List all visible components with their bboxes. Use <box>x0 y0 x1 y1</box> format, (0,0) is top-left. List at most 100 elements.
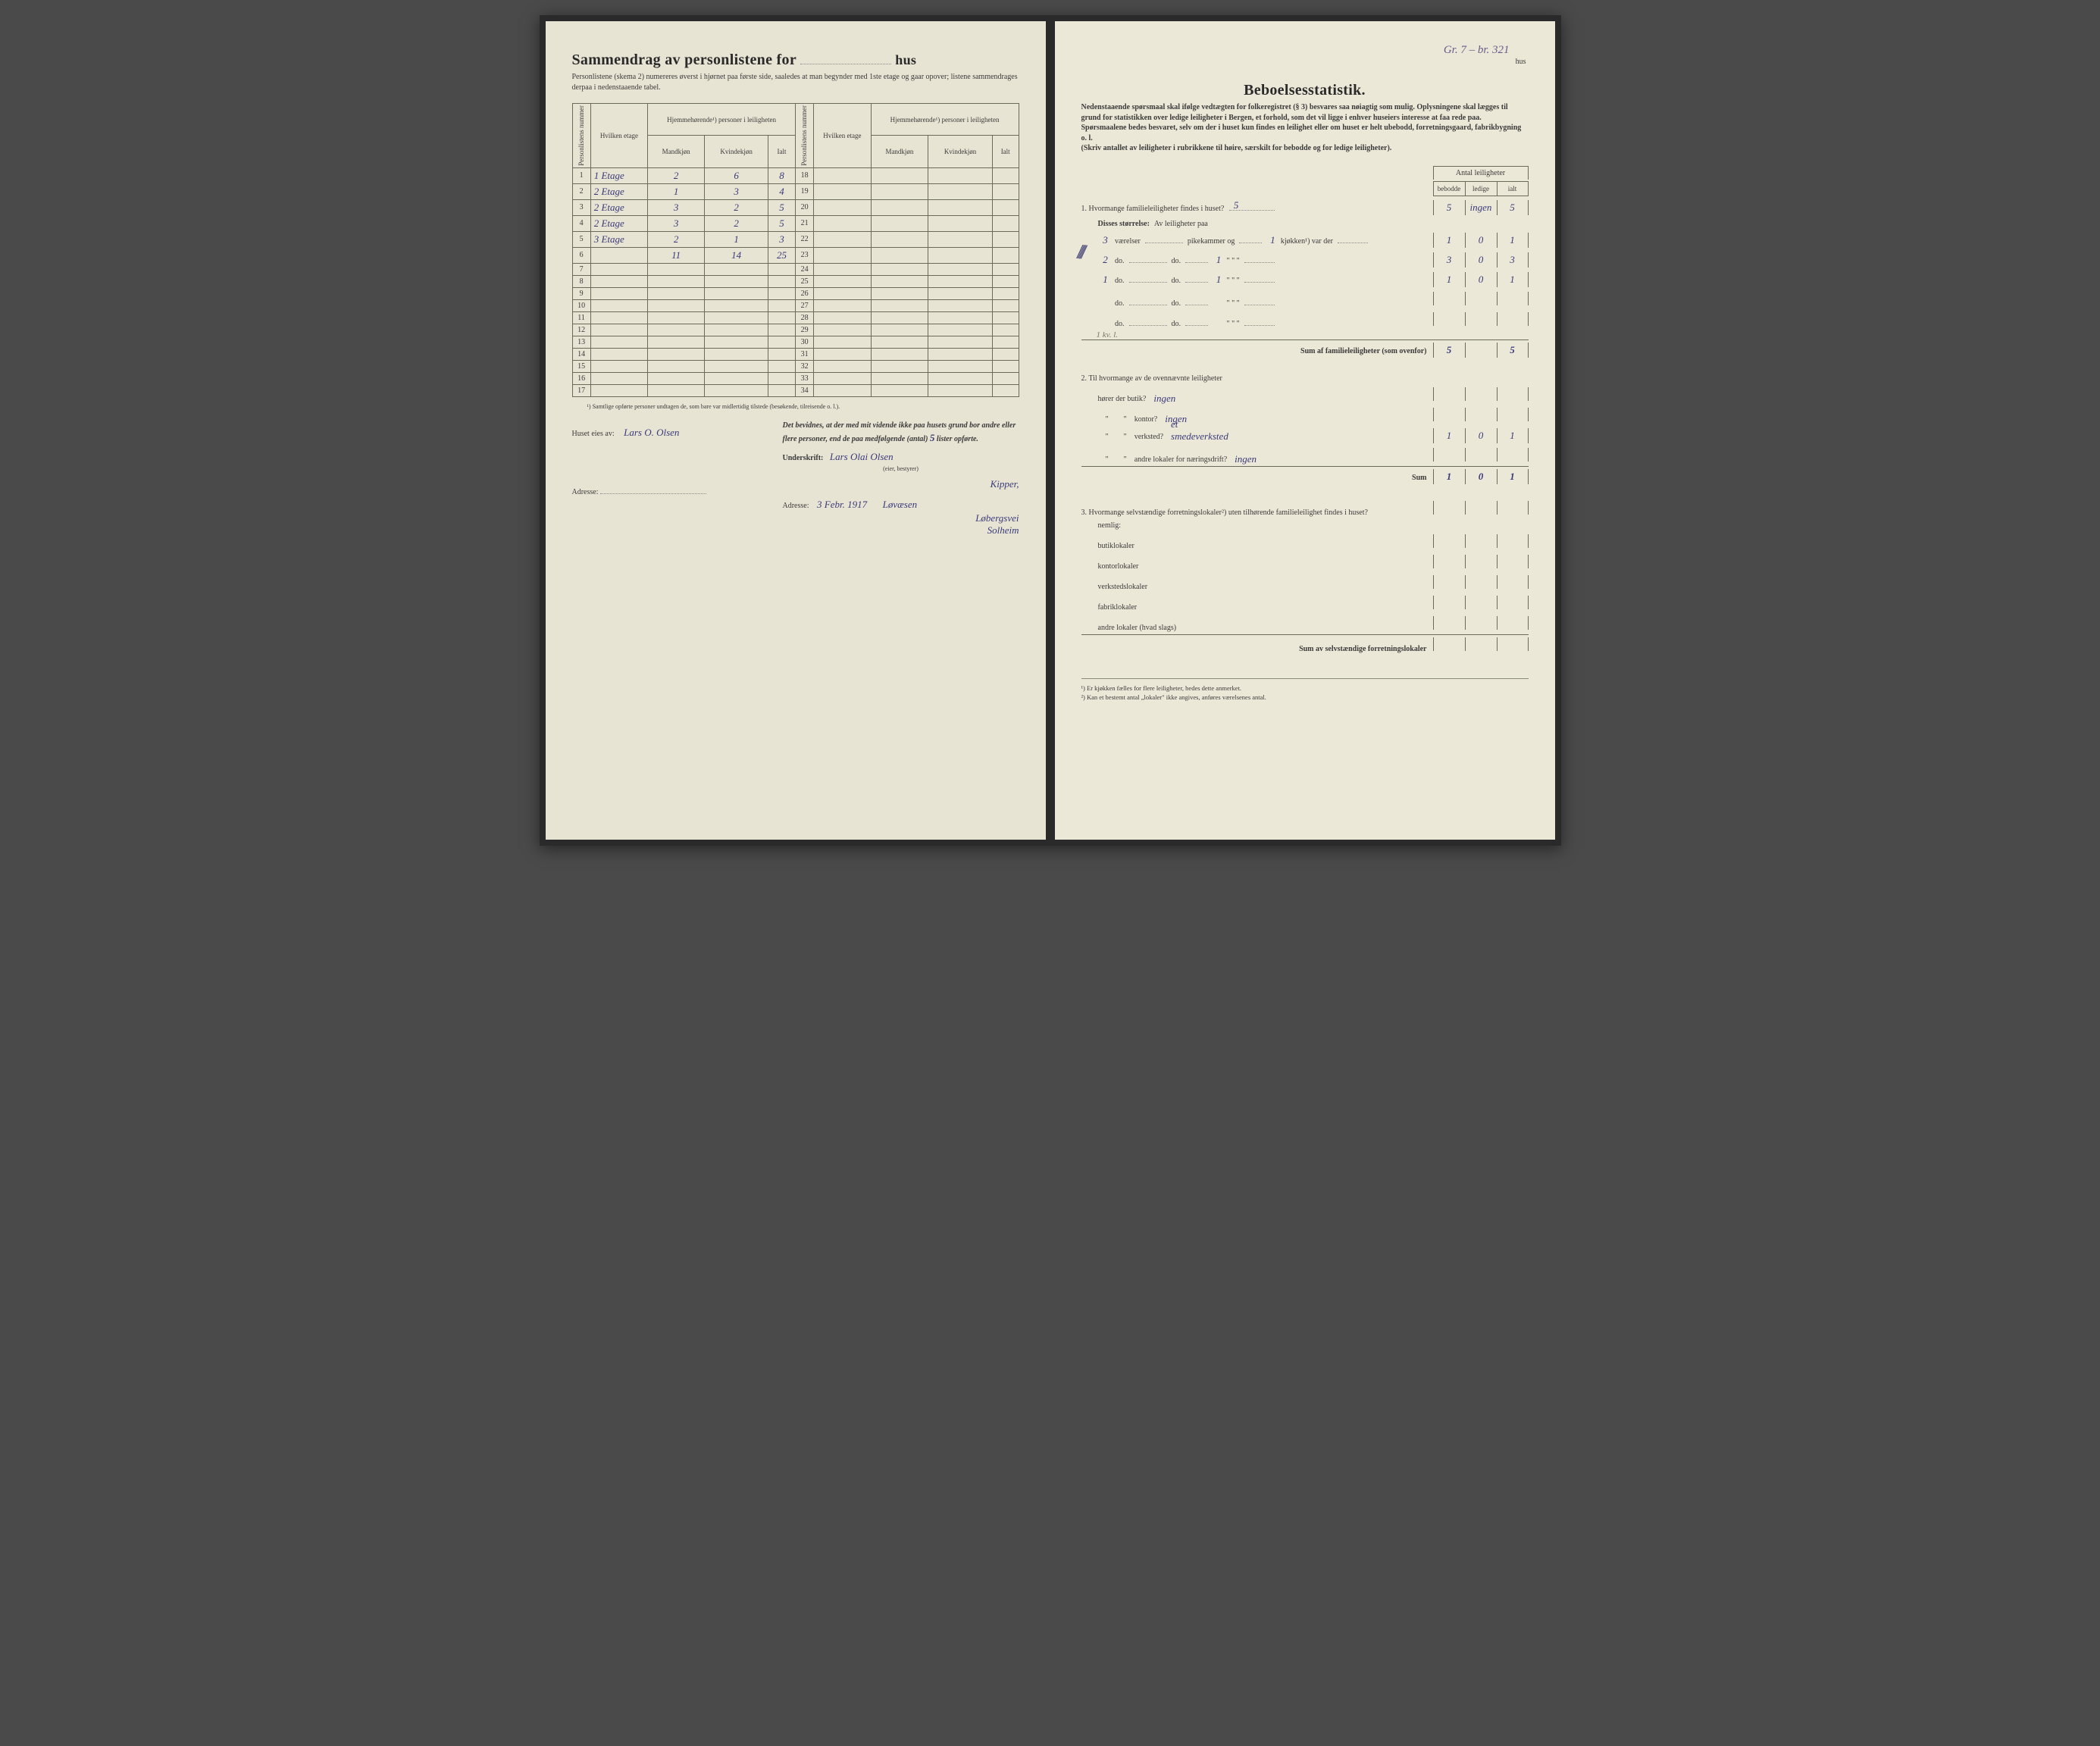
th-hjemme: Hjemmehørende¹) personer i leiligheten <box>648 104 796 136</box>
q1-c0: 5 <box>1433 200 1465 215</box>
q1-sum-c0: 5 <box>1433 343 1465 358</box>
table-row: 1633 <box>572 372 1019 384</box>
q1-size-row: 2 do.do.1 " " "303 <box>1098 250 1529 270</box>
underskrift-label: Underskrift: <box>783 454 824 462</box>
owner-row: Huset eies av: Lars O. Olsen <box>572 425 769 441</box>
th-mand2: Mandkjøn <box>871 136 928 167</box>
owner-label: Huset eies av: <box>572 430 615 438</box>
right-title: Beboelsesstatistik. <box>1081 82 1529 99</box>
col-ledige: ledige <box>1465 181 1497 196</box>
q1-label: 1. Hvormange familieleiligheter findes i… <box>1081 205 1433 213</box>
table-row: 825 <box>572 275 1019 287</box>
corner-annotation: Gr. 7 – br. 321 <box>1444 44 1510 57</box>
q1-size-row: 3 værelserpikekammer og1 kjøkken¹) var d… <box>1098 230 1529 250</box>
table-row: 32 Etage32520 <box>572 199 1019 215</box>
table-row: 1128 <box>572 311 1019 324</box>
table-row: 1027 <box>572 299 1019 311</box>
table-row: 1532 <box>572 360 1019 372</box>
attest-text: Det bevidnes, at der med mit vidende ikk… <box>783 421 1019 445</box>
addr4: Solheim <box>783 524 1019 537</box>
q1-value: 5 <box>1234 199 1239 211</box>
adresse-row: Adresse: <box>572 487 769 499</box>
table-row: 1734 <box>572 384 1019 396</box>
date-addr-row: Adresse: 3 Febr. 1917 Løvæsen <box>783 497 1019 513</box>
question-1: 1. Hvormange familieleiligheter findes i… <box>1081 198 1529 360</box>
q1-annot: 1 kv. l. <box>1097 330 1529 340</box>
table-row: 1431 <box>572 348 1019 360</box>
table-row: 42 Etage32521 <box>572 215 1019 231</box>
table-row: 926 <box>572 287 1019 299</box>
addr3: Løbergsvei <box>783 512 1019 524</box>
attestation-block: Huset eies av: Lars O. Olsen Adresse: De… <box>572 421 1019 537</box>
nemlig-label: nemlig: <box>1098 521 1122 530</box>
q1-sum-label: Sum af familieleiligheter (som ovenfor) <box>1081 347 1433 355</box>
q1-size-row: do.do. " " " <box>1098 289 1529 310</box>
adresse-label2: Adresse: <box>783 502 809 510</box>
q3-row: butiklokaler <box>1098 532 1529 552</box>
q3-row: verkstedslokaler <box>1098 573 1529 593</box>
person-table: Personlistens nummer Hvilken etage Hjemm… <box>572 103 1019 397</box>
q2-sum-label: Sum <box>1081 474 1433 482</box>
signature: Lars Olai Olsen <box>830 451 894 462</box>
fn2: ²) Kan et bestemt antal „lokaler" ikke a… <box>1081 693 1529 702</box>
th-etage: Hvilken etage <box>590 104 647 168</box>
th-ialt: Ialt <box>768 136 796 167</box>
left-footnote: ¹) Samtlige opførte personer undtagen de… <box>587 403 1019 410</box>
disses-sub: Av leiligheter paa <box>1154 220 1208 228</box>
sig-title: Kipper, <box>783 477 1019 493</box>
q1-sum-c2: 5 <box>1497 343 1529 358</box>
owner-value: Lars O. Olsen <box>624 427 679 438</box>
question-2: 2. Til hvormange av de ovennævnte leilig… <box>1081 372 1529 487</box>
q2-sum-c0: 1 <box>1433 469 1465 484</box>
date: 3 Febr. 1917 <box>817 499 867 510</box>
left-subtitle: Personlistene (skema 2) numereres øverst… <box>572 72 1019 92</box>
table-row: 611142523 <box>572 247 1019 263</box>
q3-sum-label: Sum av selvstændige forretningslokaler <box>1081 645 1433 653</box>
left-page: Sammendrag av personlistene for hus Pers… <box>546 21 1046 840</box>
th-kvin2: Kvindekjøn <box>928 136 993 167</box>
q2-row: ""kontor? ingen <box>1098 405 1529 426</box>
antal-head: Antal leiligheter <box>1433 166 1529 180</box>
col-bebodde: bebodde <box>1433 181 1465 196</box>
hus-small: hus <box>1516 58 1526 66</box>
attest-count: 5 <box>930 432 935 443</box>
fn1: ¹) Er kjøkken fælles for flere leilighet… <box>1081 684 1529 693</box>
th-kvin: Kvindekjøn <box>705 136 768 167</box>
q1-size-row: 1 do.do.1 " " "101 <box>1098 270 1529 289</box>
question-3: 3. Hvormange selvstændige forretningslok… <box>1081 499 1529 656</box>
q1-c1: ingen <box>1465 200 1497 215</box>
title-prefix: Sammendrag av personlistene for <box>572 52 796 68</box>
table-row: 11 Etage26818 <box>572 167 1019 183</box>
table-row: 1229 <box>572 324 1019 336</box>
q1-c2: 5 <box>1497 200 1529 215</box>
q3-row: andre lokaler (hvad slags) <box>1098 614 1529 634</box>
q2-sum-c1: 0 <box>1465 469 1497 484</box>
left-title: Sammendrag av personlistene for hus <box>572 52 1019 69</box>
right-page: Gr. 7 – br. 321 hus Beboelsesstatistik. … <box>1055 21 1555 840</box>
table-row: 1330 <box>572 336 1019 348</box>
th-ialt2: Ialt <box>992 136 1019 167</box>
th-hjemme2: Hjemmehørende¹) personer i leiligheten <box>871 104 1019 136</box>
q3-row: fabriklokaler <box>1098 593 1529 614</box>
q2-row: ""andre lokaler for næringsdrift? ingen <box>1098 446 1529 466</box>
cells-subheader: bebodde ledige ialt <box>1081 181 1529 196</box>
col-ialt: ialt <box>1497 181 1529 196</box>
table-row: 53 Etage21322 <box>572 231 1019 247</box>
sig-sub: (eier, bestyrer) <box>783 465 1019 472</box>
th-personlist2: Personlistens nummer <box>795 104 813 168</box>
right-footnotes: ¹) Er kjøkken fælles for flere leilighet… <box>1081 678 1529 703</box>
cells-header: Antal leiligheter <box>1081 166 1529 180</box>
q3-row: kontorlokaler <box>1098 552 1529 573</box>
underskrift-row: Underskrift: Lars Olai Olsen <box>783 449 1019 465</box>
th-etage2: Hvilken etage <box>814 104 871 168</box>
q1-sum-c1 <box>1465 343 1497 358</box>
addr2: Løvæsen <box>883 499 918 510</box>
table-row: 724 <box>572 263 1019 275</box>
th-personlist: Personlistens nummer <box>572 104 590 168</box>
table-row: 22 Etage13419 <box>572 183 1019 199</box>
book-spread: Sammendrag av personlistene for hus Pers… <box>540 15 1561 846</box>
q2-row: hører der butik? ingen <box>1098 385 1529 405</box>
q3-label: 3. Hvormange selvstændige forretningslok… <box>1081 508 1433 517</box>
intro: Nedenstaaende spørsmaal skal ifølge vedt… <box>1081 102 1529 154</box>
disses-label: Disses størrelse: <box>1098 220 1150 228</box>
